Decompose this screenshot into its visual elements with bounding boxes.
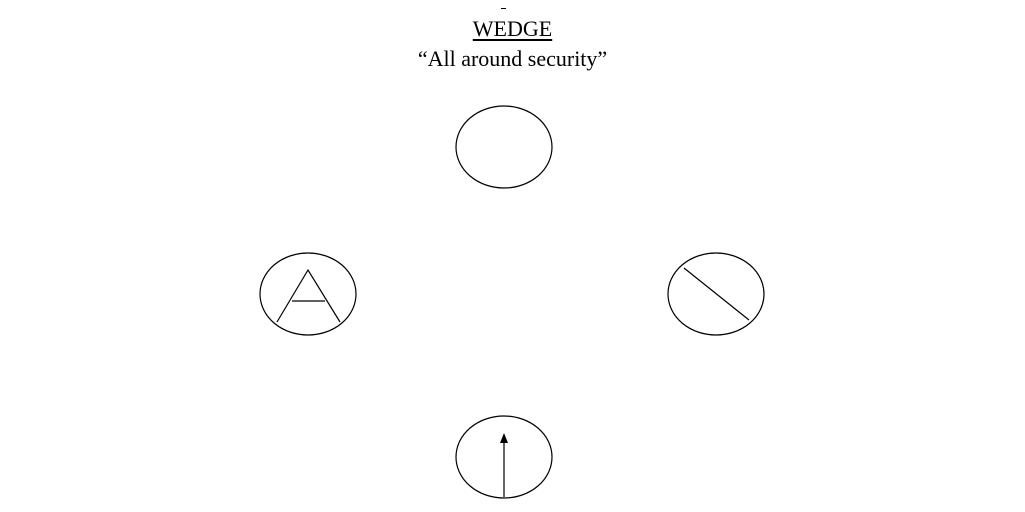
diagonal-line-icon: [683, 267, 750, 321]
left-position: [259, 252, 357, 336]
diagram-title: WEDGE: [472, 16, 553, 41]
rear-position: [455, 415, 553, 499]
right-oval-icon: [667, 252, 765, 336]
up-arrow-head-icon: [500, 433, 508, 443]
rear-oval-icon: [455, 415, 553, 499]
inverted-v-icon: [276, 268, 341, 323]
left-oval-icon: [259, 252, 357, 336]
stray-mark: [501, 8, 506, 9]
front-position: [455, 105, 553, 189]
front-oval-icon: [455, 105, 553, 189]
diagram-subtitle: “All around security”: [417, 46, 608, 71]
right-position: [667, 252, 765, 336]
